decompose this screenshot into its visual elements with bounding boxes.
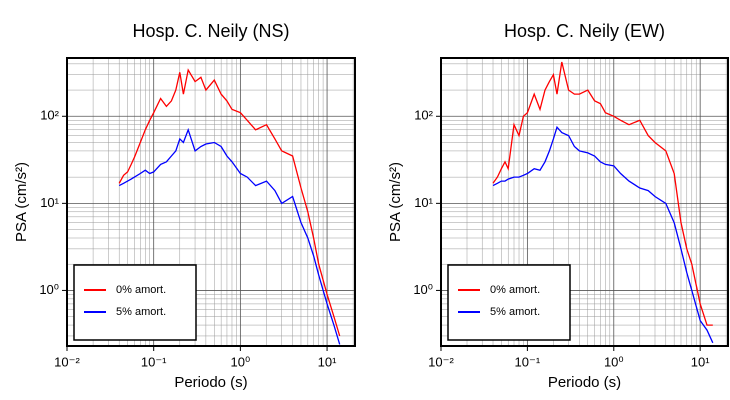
data-line bbox=[118, 127, 341, 345]
legend-label: 5% amort. bbox=[116, 306, 166, 318]
x-tick-label: 10⁻¹ bbox=[515, 354, 541, 369]
x-tick-label: 10⁰ bbox=[604, 354, 624, 369]
chart-title: Hosp. C. Neily (EW) bbox=[504, 21, 665, 41]
x-tick-label: 10⁻² bbox=[54, 354, 80, 369]
legend-label: 0% amort. bbox=[490, 284, 540, 296]
y-tick-label: 10² bbox=[414, 108, 433, 123]
x-tick-label: 10⁻² bbox=[428, 354, 454, 369]
x-tick-label: 10⁻¹ bbox=[141, 354, 167, 369]
legend-label: 0% amort. bbox=[116, 284, 166, 296]
y-tick-label: 10⁰ bbox=[413, 282, 433, 297]
data-line bbox=[118, 68, 341, 337]
subplot: Hosp. C. Neily (EW) 10⁻² 10⁻¹ 10⁰ 10¹ 10⁰ 10¹ 1… bbox=[387, 21, 729, 391]
x-axis-label: Periodo (s) bbox=[548, 374, 621, 391]
y-axis-label: PSA (cm/s²) bbox=[387, 162, 404, 242]
subplot: Hosp. C. Neily (NS) 10⁻² 10⁻¹ 10⁰ 10¹ 10⁰ 10¹ 1… bbox=[13, 21, 356, 391]
data-line bbox=[492, 125, 714, 344]
legend-box bbox=[447, 264, 571, 341]
x-tick-label: 10¹ bbox=[691, 354, 710, 369]
x-tick-label: 10¹ bbox=[318, 354, 337, 369]
chart-title: Hosp. C. Neily (NS) bbox=[132, 21, 289, 41]
y-tick-label: 10² bbox=[40, 108, 59, 123]
x-axis-label: Periodo (s) bbox=[174, 374, 247, 391]
y-axis-label: PSA (cm/s²) bbox=[13, 162, 30, 242]
y-tick-label: 10⁰ bbox=[39, 282, 59, 297]
plot-frame bbox=[66, 57, 356, 347]
data-line bbox=[492, 61, 713, 326]
legend-box bbox=[73, 264, 197, 341]
plot-frame bbox=[440, 57, 729, 347]
y-tick-label: 10¹ bbox=[414, 195, 433, 210]
x-tick-label: 10⁰ bbox=[231, 354, 251, 369]
legend-label: 5% amort. bbox=[490, 306, 540, 318]
y-tick-label: 10¹ bbox=[40, 195, 59, 210]
